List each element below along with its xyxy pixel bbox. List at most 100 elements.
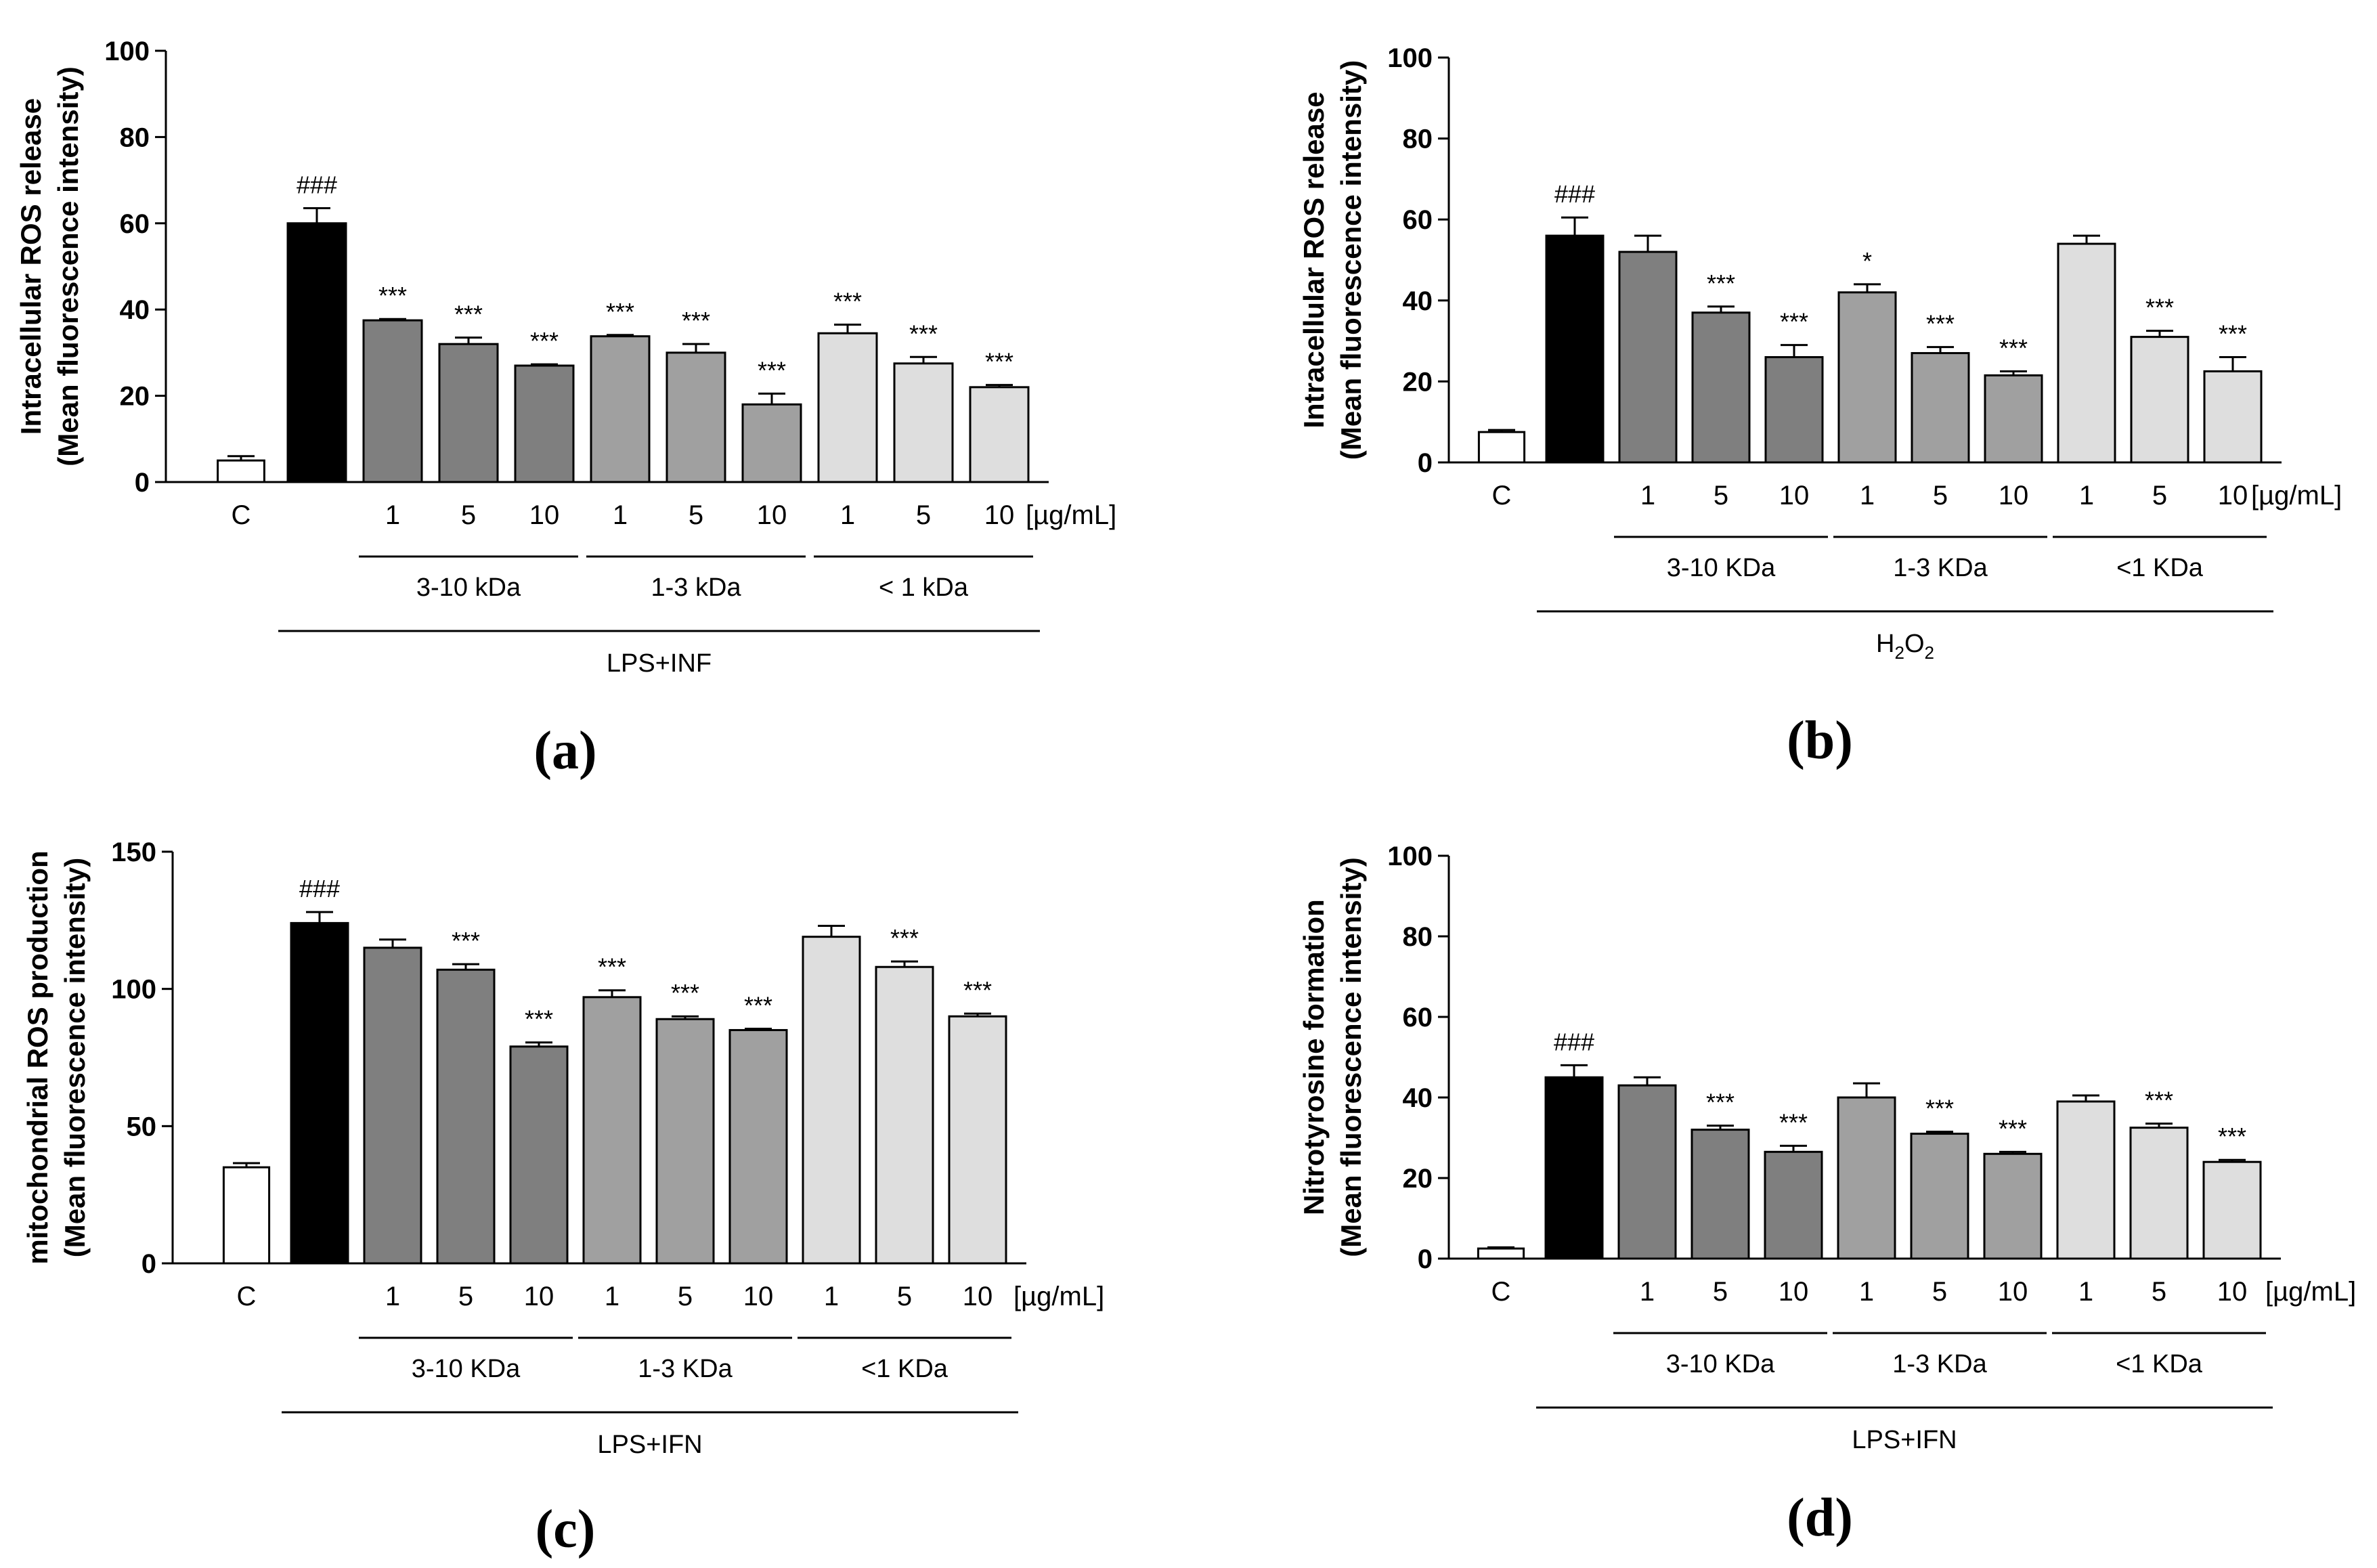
y-axis-title-line2: (Mean fluorescence intensity) <box>59 858 91 1257</box>
group-label: 1-3 kDa <box>651 573 741 602</box>
significance-label: ### <box>299 875 340 902</box>
significance-label: *** <box>2145 294 2174 322</box>
bar <box>948 1015 1007 1265</box>
bar <box>509 1045 569 1265</box>
y-tick-label: 60 <box>120 209 150 239</box>
significance-label: *** <box>963 976 992 1004</box>
category-label: 5 <box>458 1282 473 1311</box>
treatment-label-o: O <box>1904 630 1925 658</box>
y-tick-label: 60 <box>1403 205 1433 235</box>
significance-label: *** <box>606 298 634 326</box>
significance-label: *** <box>2218 1123 2246 1150</box>
significance-label: *** <box>671 979 699 1007</box>
bar <box>666 351 726 483</box>
unit-label: [µg/mL] <box>1013 1282 1104 1311</box>
y-tick-label: 80 <box>1403 125 1433 154</box>
group-label: 3-10 KDa <box>1666 1350 1775 1378</box>
category-label: 10 <box>524 1282 554 1311</box>
category-label: 10 <box>2218 481 2248 510</box>
significance-label: *** <box>1779 1108 1808 1136</box>
bar <box>741 403 802 483</box>
bar <box>728 1028 788 1265</box>
y-tick-label: 80 <box>120 123 150 152</box>
bar <box>1477 1247 1525 1260</box>
category-label: 10 <box>1779 481 1810 510</box>
category-label: C <box>232 500 251 530</box>
y-axis-title-line2: (Mean fluorescence intensity) <box>1335 60 1367 460</box>
category-label: 1 <box>1640 1277 1655 1307</box>
y-tick-label: 40 <box>120 295 150 325</box>
panel-letter: (d) <box>1787 1488 1853 1548</box>
y-tick-label: 0 <box>1418 1244 1433 1274</box>
category-label: 1 <box>840 500 855 530</box>
category-label: 5 <box>461 500 476 530</box>
category-label: 10 <box>1779 1277 1809 1307</box>
category-label: 10 <box>757 500 787 530</box>
bar <box>514 364 575 483</box>
significance-label: ### <box>297 171 337 199</box>
category-label: 1 <box>613 500 628 530</box>
treatment-label-h: H <box>1876 630 1894 658</box>
treatment-label-text: LPS+IFN <box>597 1431 702 1459</box>
bar <box>2056 1100 2116 1260</box>
significance-label: *** <box>1999 334 2028 362</box>
bar <box>1911 352 1970 464</box>
category-label: 1 <box>1640 481 1655 510</box>
category-label: 1 <box>1860 481 1875 510</box>
category-label: 5 <box>1933 481 1948 510</box>
significance-label: ### <box>1554 180 1595 208</box>
y-tick-label: 0 <box>135 468 150 498</box>
unit-label: [µg/mL] <box>1026 500 1116 530</box>
category-label: 1 <box>824 1282 839 1311</box>
treatment-subscript: 2 <box>1925 643 1934 663</box>
category-label: 1 <box>1859 1277 1874 1307</box>
significance-label: *** <box>758 356 786 384</box>
treatment-subscript: 2 <box>1894 643 1904 663</box>
category-label: 5 <box>916 500 931 530</box>
panel-letter: (c) <box>536 1500 596 1559</box>
bar <box>2057 242 2116 464</box>
group-label: 3-10 KDa <box>1667 554 1776 582</box>
category-label: 1 <box>2079 481 2094 510</box>
chart-panel-a: 0 20 40 60 80 100 Intracellular ROS release (Me… <box>15 37 1116 781</box>
treatment-label-text: LPS+INF <box>607 649 712 678</box>
bar <box>362 319 423 483</box>
y-axis-title-line1: Intracellular ROS release <box>1298 91 1330 428</box>
significance-label: *** <box>1999 1114 2027 1142</box>
bar <box>2130 336 2189 464</box>
category-label: 5 <box>2152 1277 2166 1307</box>
group-label: < 1 kDa <box>879 573 969 602</box>
significance-label: *** <box>1706 1089 1735 1116</box>
significance-label: *** <box>454 301 483 328</box>
group-label: <1 KDa <box>2116 1350 2203 1378</box>
group-label: 3-10 KDa <box>412 1355 521 1383</box>
bar <box>1984 374 2043 464</box>
bar <box>655 1018 715 1265</box>
bar <box>290 921 349 1265</box>
y-axis-title-line1: Intracellular ROS release <box>15 98 47 435</box>
y-tick-label: 80 <box>1403 922 1433 952</box>
y-tick-label: 20 <box>1403 1164 1433 1194</box>
bar <box>1691 311 1751 464</box>
significance-label: *** <box>890 924 919 952</box>
significance-label: *** <box>682 307 710 334</box>
significance-label: * <box>1862 247 1872 275</box>
significance-label: *** <box>2145 1087 2173 1114</box>
y-tick-label: 20 <box>120 382 150 412</box>
y-tick-label: 20 <box>1403 367 1433 397</box>
significance-label: *** <box>1707 269 1735 297</box>
significance-label: *** <box>1780 308 1808 336</box>
category-label: 10 <box>1998 1277 2028 1307</box>
chart-panel-c: 0 50 100 150 mitochondrial ROS production (Me… <box>22 837 1104 1559</box>
y-axis-title-line2: (Mean fluorescence intensity) <box>1335 857 1367 1257</box>
category-label: 10 <box>984 500 1015 530</box>
significance-label: *** <box>452 927 480 955</box>
category-label: 5 <box>1713 1277 1728 1307</box>
significance-label: *** <box>909 320 938 347</box>
significance-label: *** <box>530 327 559 355</box>
group-label: 1-3 KDa <box>638 1355 733 1383</box>
category-label: 5 <box>1714 481 1728 510</box>
category-label: 5 <box>2152 481 2167 510</box>
y-axis-title-line2: (Mean fluorescence intensity) <box>52 66 84 466</box>
